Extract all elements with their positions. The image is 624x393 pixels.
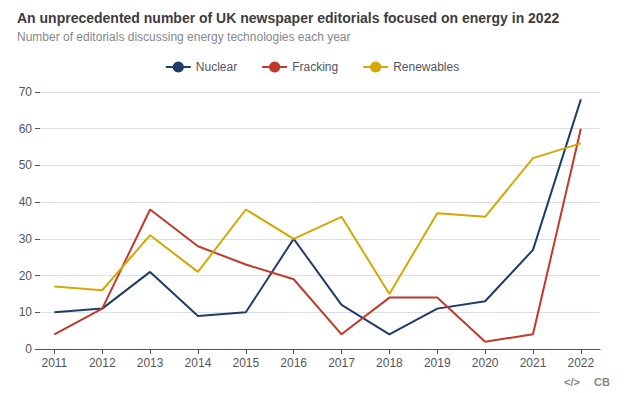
svg-text:Renewables: Renewables (393, 60, 459, 74)
svg-text:2015: 2015 (232, 356, 259, 370)
svg-text:2021: 2021 (520, 356, 547, 370)
svg-text:60: 60 (19, 122, 33, 136)
svg-text:An unprecedented number of UK: An unprecedented number of UK newspaper … (17, 10, 559, 26)
svg-text:0: 0 (25, 342, 32, 356)
svg-text:2017: 2017 (328, 356, 355, 370)
svg-text:2018: 2018 (376, 356, 403, 370)
svg-text:2011: 2011 (41, 356, 67, 370)
svg-text:CB: CB (594, 376, 610, 388)
svg-text:2014: 2014 (185, 356, 212, 370)
svg-text:2019: 2019 (424, 356, 451, 370)
svg-text:30: 30 (19, 232, 33, 246)
svg-text:70: 70 (19, 85, 33, 99)
svg-text:2012: 2012 (89, 356, 116, 370)
svg-text:Number of editorials discussin: Number of editorials discussing energy t… (17, 30, 351, 44)
svg-text:40: 40 (19, 195, 33, 209)
svg-text:</>: </> (564, 376, 580, 388)
svg-text:20: 20 (19, 269, 33, 283)
svg-text:2016: 2016 (280, 356, 307, 370)
svg-text:Fracking: Fracking (292, 60, 338, 74)
svg-text:2020: 2020 (472, 356, 499, 370)
svg-text:2022: 2022 (568, 356, 595, 370)
svg-text:50: 50 (19, 158, 33, 172)
svg-text:Nuclear: Nuclear (196, 60, 237, 74)
svg-text:2013: 2013 (137, 356, 164, 370)
svg-text:10: 10 (19, 305, 33, 319)
